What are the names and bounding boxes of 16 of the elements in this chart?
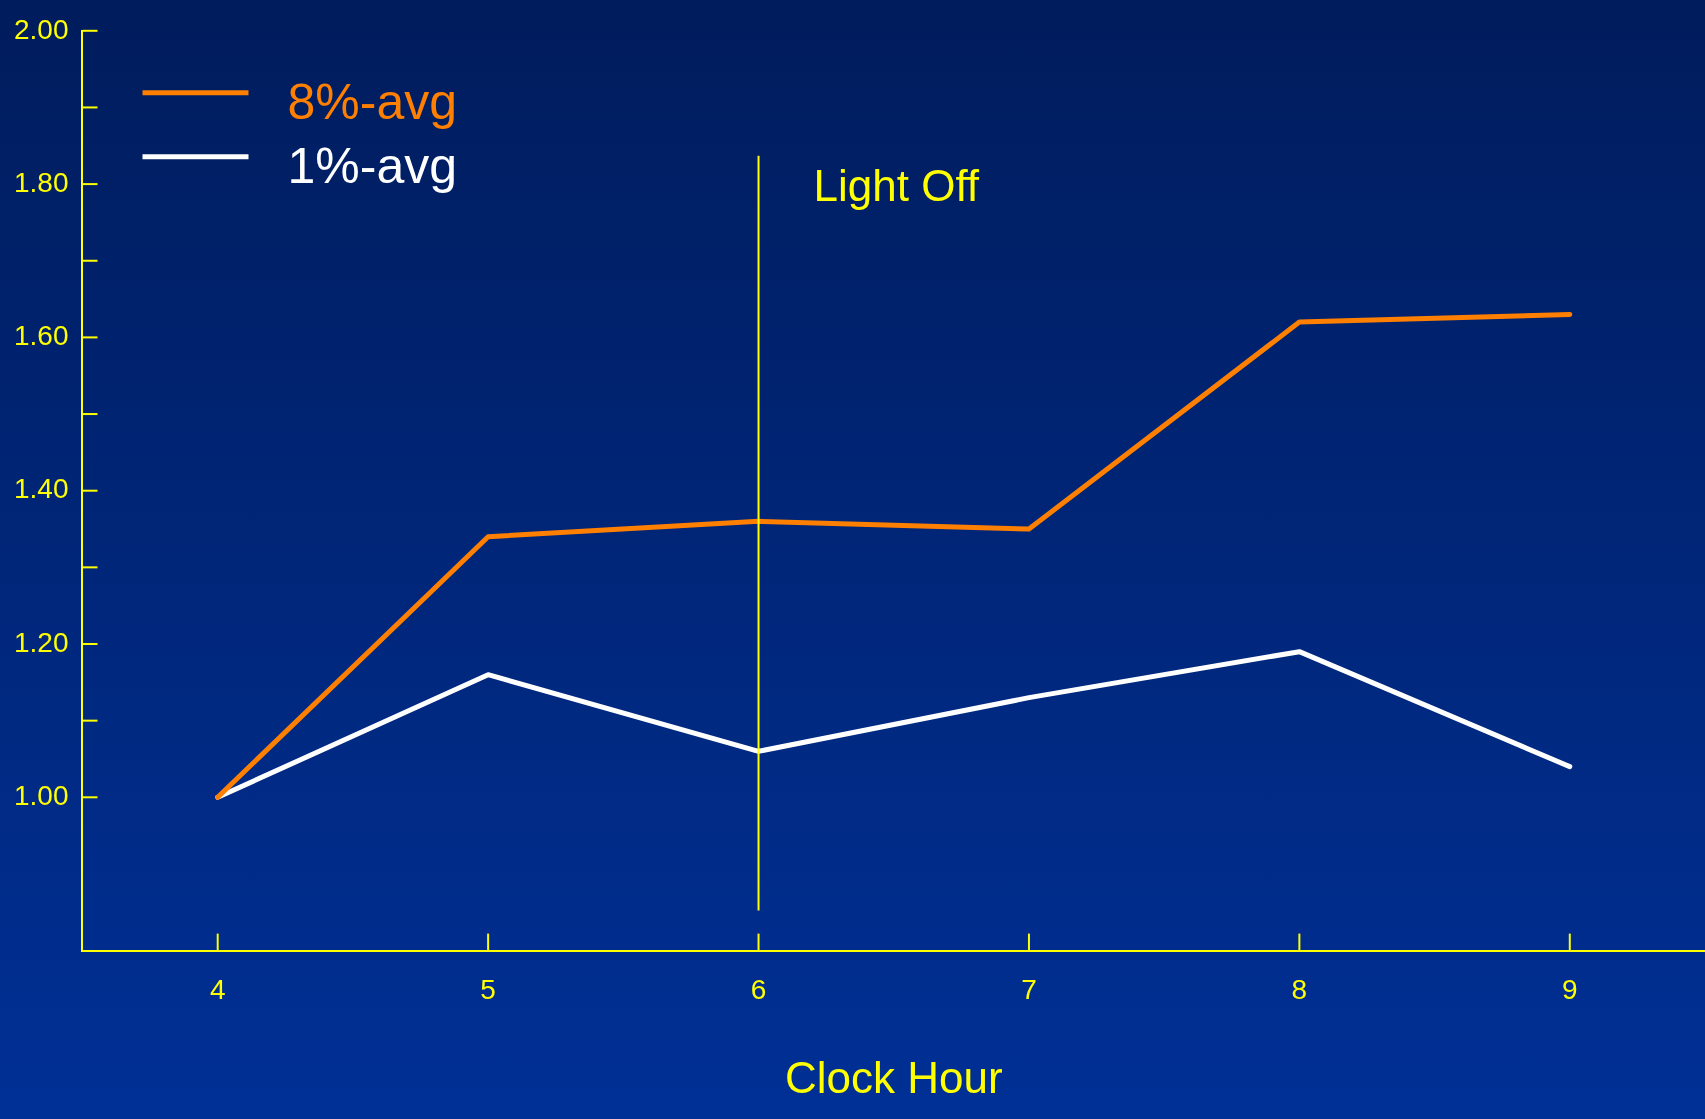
x-tick-label: 5: [480, 974, 496, 1006]
y-tick-label: 1.40: [14, 473, 69, 505]
x-tick-label: 7: [1021, 974, 1037, 1006]
x-tick-label: 6: [750, 974, 767, 1006]
y-tick-label: 1.00: [14, 780, 69, 812]
y-tick-label: 1.20: [14, 626, 69, 658]
y-tick-label: 2.00: [14, 13, 69, 45]
legend-label: 1%-avg: [287, 137, 458, 194]
y-tick-label: 1.80: [14, 166, 69, 198]
y-tick-label: 1.60: [14, 320, 69, 352]
legend-label: 8%-avg: [287, 73, 458, 130]
x-tick-label: 9: [1562, 974, 1578, 1006]
x-tick-label: 8: [1291, 974, 1308, 1006]
ref-line-label: Light Off: [813, 160, 980, 210]
x-tick-label: 4: [209, 974, 226, 1006]
x-axis-title: Clock Hour: [784, 1052, 1003, 1102]
